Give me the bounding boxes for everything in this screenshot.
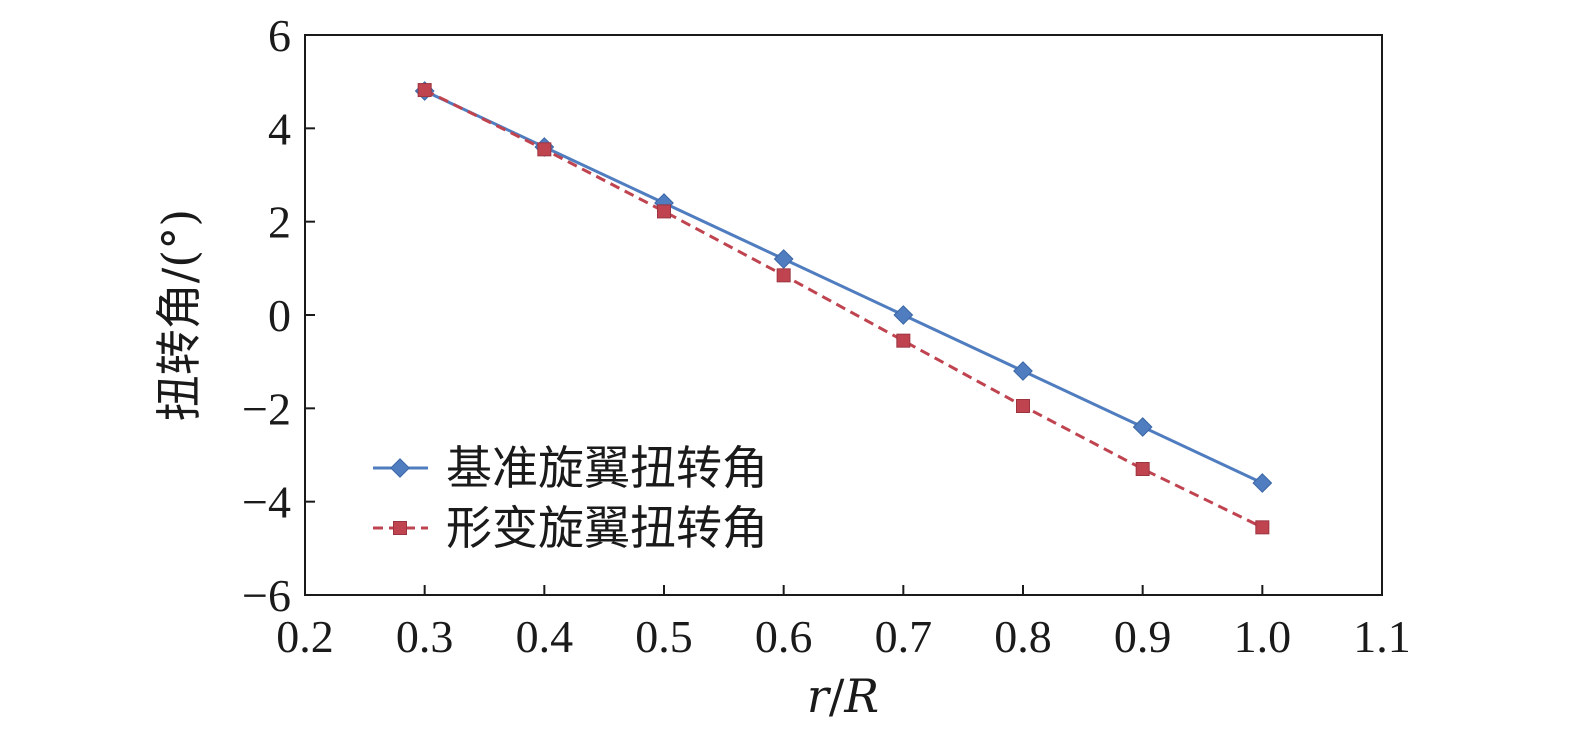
legend-label-deformed: 形变旋翼扭转角 [446,501,768,555]
y-tick-label: 2 [268,197,291,248]
y-tick-label: 6 [268,10,291,61]
x-tick-label: 0.5 [635,611,693,662]
x-tick-label: 0.9 [1114,611,1172,662]
data-point-series-1 [896,333,911,348]
x-tick-label: 0.3 [396,611,454,662]
series-layer [414,81,1273,535]
data-point-series-0 [1013,361,1033,381]
data-point-series-1 [776,268,791,283]
data-point-series-1 [1255,520,1270,535]
y-tick-label: 0 [268,290,291,341]
legend-label-baseline: 基准旋翼扭转角 [446,441,768,495]
legend: 基准旋翼扭转角 形变旋翼扭转角 [373,441,768,555]
y-tick-label: −6 [242,570,291,621]
x-axis-ticks: 0.2 0.3 0.4 0.5 0.6 0.7 0.8 0.9 1.0 1.1 [276,585,1411,662]
x-tick-label: 0.8 [994,611,1052,662]
legend-marker-deformed [393,521,407,535]
x-tick-label: 0.4 [516,611,574,662]
series-line-1 [424,88,1263,529]
series-line-0 [424,89,1263,485]
x-tick-label: 1.0 [1234,611,1292,662]
y-axis-ticks: 6 4 2 0 −2 −4 −6 [242,10,315,621]
y-tick-label: −4 [242,477,291,528]
y-tick-label: 4 [268,103,291,154]
x-tick-label: 0.6 [755,611,813,662]
data-point-series-1 [417,83,432,98]
data-point-series-0 [1132,417,1153,437]
x-tick-label: 0.7 [875,611,933,662]
data-point-series-1 [537,142,552,157]
x-axis-title: r/R [807,669,879,723]
data-point-series-1 [1135,462,1150,476]
data-point-series-0 [773,249,794,269]
legend-entry-deformed: 形变旋翼扭转角 [373,501,768,555]
legend-entry-baseline: 基准旋翼扭转角 [373,441,768,495]
data-point-series-1 [1016,399,1030,413]
data-point-series-0 [1252,473,1273,493]
legend-marker-baseline [390,458,410,478]
data-point-series-0 [893,305,914,325]
data-point-series-1 [657,204,671,219]
x-tick-label: 0.2 [276,611,334,662]
y-axis-title: 扭转角/(°) [152,209,206,421]
y-tick-label: −2 [242,383,291,434]
x-tick-label: 1.1 [1353,611,1411,662]
